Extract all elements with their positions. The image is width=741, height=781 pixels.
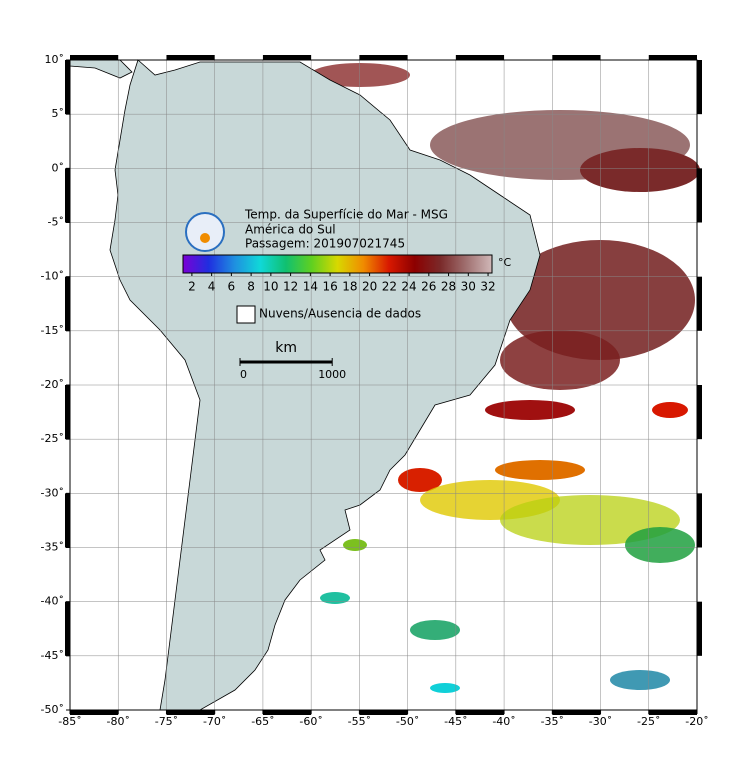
- scale-label: 0: [240, 368, 247, 381]
- y-tick-label: -40˚: [41, 595, 64, 608]
- frame-bar: [648, 55, 697, 60]
- y-tick-label: 10˚: [45, 53, 65, 66]
- frame-bar: [70, 710, 119, 715]
- colorbar-label: 14: [303, 280, 318, 294]
- y-tick-label: -25˚: [41, 432, 64, 445]
- x-tick-label: -20˚: [685, 715, 708, 728]
- y-tick-label: 5˚: [52, 107, 65, 120]
- frame-bar: [359, 710, 408, 715]
- colorbar-label: 30: [461, 280, 476, 294]
- x-tick-label: -80˚: [106, 715, 129, 728]
- x-tick-label: -45˚: [444, 715, 467, 728]
- y-tick-label: 0˚: [52, 161, 65, 174]
- pass-time: Passagem: 201907021745: [245, 237, 405, 251]
- scale-label: 1000: [318, 368, 346, 381]
- y-tick-label: -30˚: [41, 486, 64, 499]
- title: Temp. da Superfície do Mar - MSG: [244, 208, 448, 222]
- frame-bar: [65, 385, 70, 440]
- colorbar-label: 4: [208, 280, 216, 294]
- logo-sun: [200, 233, 210, 243]
- logo: [185, 212, 225, 252]
- y-tick-label: -15˚: [41, 324, 64, 337]
- colorbar-label: 22: [382, 280, 397, 294]
- frame-bar: [697, 276, 702, 331]
- colorbar-label: 24: [401, 280, 416, 294]
- x-tick-label: -50˚: [396, 715, 419, 728]
- y-tick-label: -5˚: [48, 216, 64, 229]
- colorbar-label: 6: [228, 280, 236, 294]
- colorbar-label: 10: [263, 280, 278, 294]
- y-tick-label: -10˚: [41, 270, 64, 283]
- frame-bar: [65, 168, 70, 223]
- y-tick-label: -35˚: [41, 541, 64, 554]
- x-tick-label: -85˚: [58, 715, 81, 728]
- x-tick-label: -70˚: [203, 715, 226, 728]
- x-tick-label: -35˚: [541, 715, 564, 728]
- legend-label: Nuvens/Ausencia de dados: [259, 307, 421, 321]
- frame-bar: [697, 493, 702, 548]
- frame-bar: [65, 601, 70, 656]
- y-tick-label: -50˚: [41, 703, 64, 716]
- colorbar-label: 28: [441, 280, 456, 294]
- frame-bar: [648, 710, 697, 715]
- x-tick-label: -25˚: [637, 715, 660, 728]
- frame: [69, 59, 698, 711]
- x-tick-label: -40˚: [492, 715, 515, 728]
- frame-bar: [359, 55, 408, 60]
- y-tick-label: -20˚: [41, 378, 64, 391]
- frame-bar: [166, 710, 215, 715]
- colorbar-label: 2: [188, 280, 196, 294]
- legend-swatch: [236, 305, 256, 324]
- frame-bar: [455, 710, 505, 715]
- frame-bar: [262, 55, 312, 60]
- colorbar: [182, 254, 493, 274]
- colorbar-label: 8: [247, 280, 255, 294]
- frame-bar: [552, 55, 601, 60]
- x-tick-label: -75˚: [155, 715, 178, 728]
- colorbar-label: 16: [322, 280, 337, 294]
- frame-bar: [697, 385, 702, 440]
- frame-bar: [697, 168, 702, 223]
- frame-bar: [697, 601, 702, 656]
- x-tick-label: -65˚: [251, 715, 274, 728]
- colorbar-label: 20: [362, 280, 377, 294]
- x-tick-label: -60˚: [299, 715, 322, 728]
- frame-bar: [697, 60, 702, 115]
- colorbar-label: 26: [421, 280, 436, 294]
- frame-bar: [455, 55, 505, 60]
- frame-bar: [65, 276, 70, 331]
- colorbar-label: 18: [342, 280, 357, 294]
- frame-bar: [262, 710, 312, 715]
- frame-bar: [70, 55, 119, 60]
- frame-bar: [65, 60, 70, 115]
- x-tick-label: -55˚: [348, 715, 371, 728]
- frame-bar: [552, 710, 601, 715]
- frame-bar: [65, 493, 70, 548]
- colorbar-label: 32: [480, 280, 495, 294]
- x-tick-label: -30˚: [589, 715, 612, 728]
- scale-unit: km: [275, 340, 297, 356]
- colorbar-label: 12: [283, 280, 298, 294]
- frame-bar: [166, 55, 215, 60]
- colorbar-unit: °C: [498, 256, 512, 269]
- subtitle: América do Sul: [245, 223, 336, 237]
- y-tick-label: -45˚: [41, 649, 64, 662]
